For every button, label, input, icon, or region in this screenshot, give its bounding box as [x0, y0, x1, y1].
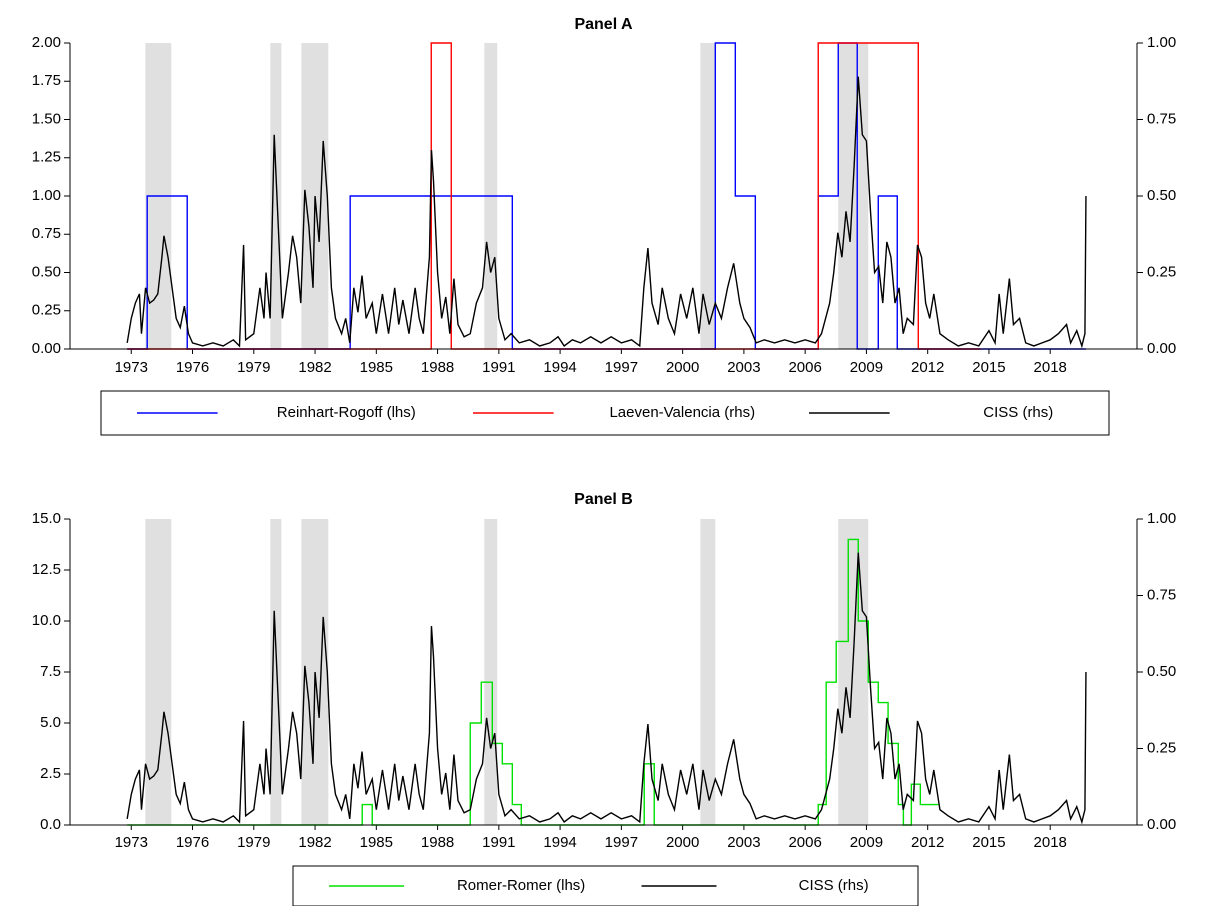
legend-box	[100, 390, 1110, 436]
y2-tick-label: 0.50	[1147, 187, 1176, 204]
y-tick-label: 0.0	[40, 816, 61, 833]
x-tick-label: 2000	[666, 834, 699, 851]
y-tick-label: 1.50	[32, 110, 61, 127]
x-tick-label: 2012	[911, 834, 944, 851]
legend-label: CISS (rhs)	[983, 404, 1053, 421]
x-tick-label: 2015	[972, 834, 1005, 851]
shaded-period	[145, 519, 172, 825]
panel: Panel A 0.00 0.25 0.50 0.75 1.00 1.25 1.50 1.75 2…	[32, 16, 1176, 436]
panel: Panel B 0.0 2.5 5.0 7.5 10.0 12.5 15.0 0.00 0.25 0…	[32, 491, 1176, 906]
x-tick-label: 2012	[911, 359, 944, 376]
y-tick-label: 2.5	[40, 765, 61, 782]
y-tick-label: 7.5	[40, 663, 61, 680]
panel-title: Panel B	[574, 491, 633, 508]
legend-label: Laeven-Valencia (rhs)	[609, 404, 755, 421]
y-tick-label: 2.00	[32, 34, 61, 51]
y-tick-label: 10.0	[32, 612, 61, 629]
x-tick-label: 1982	[298, 834, 331, 851]
y-tick-label: 12.5	[32, 561, 61, 578]
x-tick-label: 2009	[850, 359, 883, 376]
shaded-period	[270, 43, 282, 349]
shaded-period	[700, 519, 716, 825]
shaded-period	[700, 43, 716, 349]
y2-tick-label: 1.00	[1147, 510, 1176, 527]
legend-box	[292, 865, 919, 906]
x-tick-label: 2006	[788, 834, 821, 851]
x-tick-label: 2018	[1034, 834, 1067, 851]
y2-tick-label: 0.25	[1147, 263, 1176, 280]
x-tick-label: 1973	[115, 359, 148, 376]
y-tick-label: 0.00	[32, 340, 61, 357]
x-tick-label: 1973	[115, 834, 148, 851]
x-tick-label: 1979	[237, 834, 270, 851]
shaded-period	[270, 519, 282, 825]
y-tick-label: 0.50	[32, 263, 61, 280]
y2-tick-label: 0.75	[1147, 586, 1176, 603]
shaded-period	[838, 43, 869, 349]
legend-label: CISS (rhs)	[799, 877, 869, 894]
y2-tick-label: 0.00	[1147, 816, 1176, 833]
x-tick-label: 1985	[360, 834, 393, 851]
y-tick-label: 1.75	[32, 72, 61, 89]
y2-tick-label: 0.75	[1147, 110, 1176, 127]
x-tick-label: 1976	[176, 834, 209, 851]
y2-tick-label: 0.25	[1147, 739, 1176, 756]
shaded-period	[484, 519, 498, 825]
x-tick-label: 1982	[298, 359, 331, 376]
x-tick-label: 2006	[788, 359, 821, 376]
x-tick-label: 1994	[543, 834, 576, 851]
y2-tick-label: 1.00	[1147, 34, 1176, 51]
x-tick-label: 1988	[421, 834, 454, 851]
y-tick-label: 0.75	[32, 225, 61, 242]
x-tick-label: 1994	[543, 359, 576, 376]
x-tick-label: 1991	[482, 834, 515, 851]
legend-label: Reinhart-Rogoff (lhs)	[277, 404, 416, 421]
x-tick-label: 1997	[605, 359, 638, 376]
y2-tick-label: 0.50	[1147, 663, 1176, 680]
x-tick-label: 2018	[1034, 359, 1067, 376]
x-tick-label: 2009	[850, 834, 883, 851]
series-line	[127, 538, 939, 826]
y-tick-label: 1.25	[32, 149, 61, 166]
panel-title: Panel A	[574, 16, 633, 33]
legend-label: Romer-Romer (lhs)	[457, 877, 585, 894]
series-line	[126, 76, 1087, 349]
y-tick-label: 5.0	[40, 714, 61, 731]
x-tick-label: 1979	[237, 359, 270, 376]
x-tick-label: 2000	[666, 359, 699, 376]
x-tick-label: 1985	[360, 359, 393, 376]
x-tick-label: 1988	[421, 359, 454, 376]
series-line	[126, 552, 1087, 825]
x-tick-label: 1991	[482, 359, 515, 376]
x-tick-label: 1976	[176, 359, 209, 376]
x-tick-label: 2003	[727, 359, 760, 376]
shaded-period	[838, 519, 869, 825]
x-tick-label: 2015	[972, 359, 1005, 376]
y-tick-label: 1.00	[32, 187, 61, 204]
x-tick-label: 1997	[605, 834, 638, 851]
y-tick-label: 15.0	[32, 510, 61, 527]
y-tick-label: 0.25	[32, 302, 61, 319]
x-tick-label: 2003	[727, 834, 760, 851]
y2-tick-label: 0.00	[1147, 340, 1176, 357]
